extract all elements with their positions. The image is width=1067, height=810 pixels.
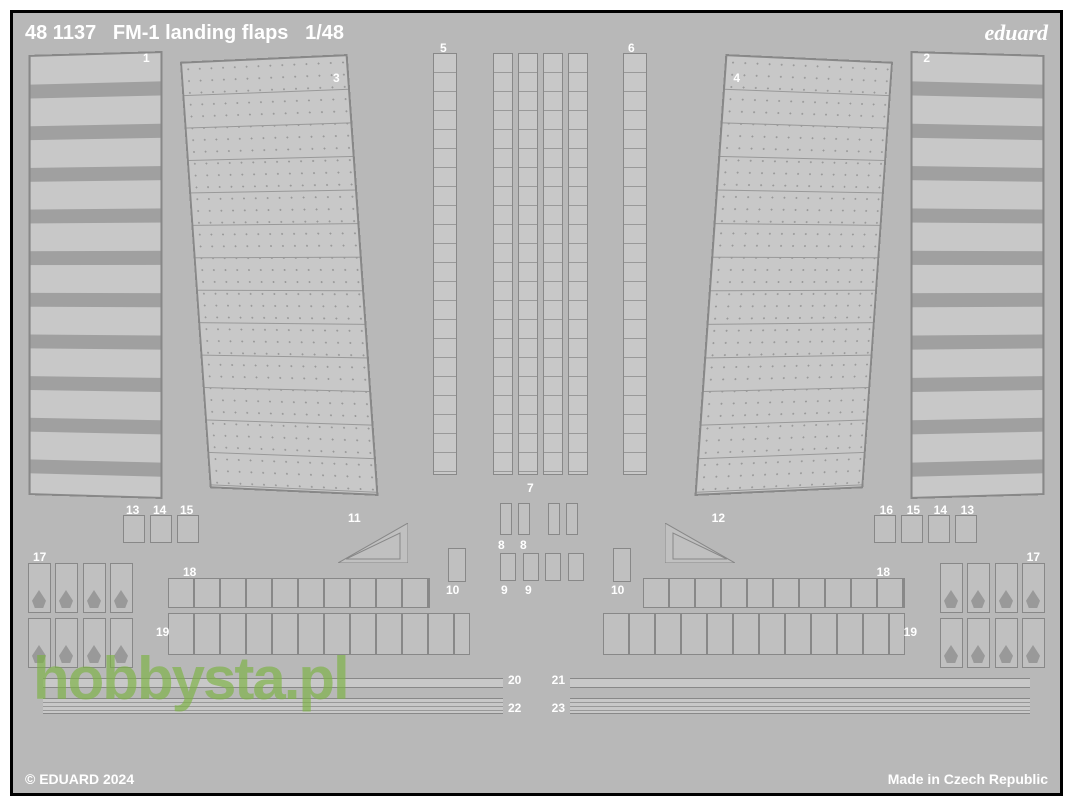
etch-frame: 48 1137 FM-1 landing flaps 1/48 eduard 1… (10, 10, 1063, 796)
label-19l: 19 (156, 625, 169, 639)
part-8a (500, 503, 512, 535)
label-15r: 15 (907, 503, 920, 517)
part-1 (29, 51, 163, 499)
product-name: FM-1 landing flaps (113, 22, 289, 44)
part-9a (500, 553, 516, 581)
label-21: 21 (552, 673, 565, 687)
label-15l: 15 (180, 503, 193, 517)
label-2: 2 (923, 51, 930, 65)
label-4: 4 (733, 71, 740, 85)
watermark: hobbysta.pl (33, 644, 348, 713)
part-15l (177, 515, 199, 543)
part-4 (695, 54, 893, 496)
part-14l (150, 515, 172, 543)
part-18r (643, 578, 905, 608)
label-22: 22 (508, 701, 521, 715)
scale: 1/48 (305, 22, 344, 44)
label-13l: 13 (126, 503, 139, 517)
part-7a (518, 53, 538, 475)
part-14r (928, 515, 950, 543)
label-17l: 17 (33, 550, 46, 564)
label-13r: 13 (961, 503, 974, 517)
origin: Made in Czech Republic (888, 771, 1048, 787)
label-3: 3 (333, 71, 340, 85)
part-6 (623, 53, 647, 475)
part-17r-d (995, 618, 1045, 668)
part-8d (566, 503, 578, 535)
label-17r: 17 (1027, 550, 1040, 564)
part-10b (613, 548, 631, 582)
part-16r (874, 515, 896, 543)
part-17l-b (83, 563, 133, 613)
label-14l: 14 (153, 503, 166, 517)
part-center-b (568, 53, 588, 475)
label-10b: 10 (611, 583, 624, 597)
copyright: © EDUARD 2024 (25, 771, 134, 787)
part-7b (543, 53, 563, 475)
label-14r: 14 (934, 503, 947, 517)
part-10a (448, 548, 466, 582)
part-19r (603, 613, 905, 655)
label-16r: 16 (880, 503, 893, 517)
footer: © EDUARD 2024 Made in Czech Republic (25, 771, 1048, 787)
header-title: 48 1137 FM-1 landing flaps 1/48 (25, 22, 344, 45)
part-8b (518, 503, 530, 535)
label-12: 12 (712, 511, 725, 525)
label-8a: 8 (498, 538, 505, 552)
part-17r-c (940, 618, 990, 668)
label-8b: 8 (520, 538, 527, 552)
label-23: 23 (552, 701, 565, 715)
brand-logo: eduard (984, 20, 1048, 46)
product-code: 48 1137 (25, 22, 96, 44)
part-9c (545, 553, 561, 581)
part-23 (570, 698, 1030, 714)
label-6: 6 (628, 41, 635, 55)
label-20: 20 (508, 673, 521, 687)
label-19r: 19 (904, 625, 917, 639)
header: 48 1137 FM-1 landing flaps 1/48 eduard (25, 19, 1048, 47)
label-11: 11 (348, 511, 361, 525)
label-7: 7 (527, 481, 534, 495)
part-9d (568, 553, 584, 581)
part-17r-b (995, 563, 1045, 613)
part-11 (338, 523, 408, 563)
part-15r (901, 515, 923, 543)
part-12 (665, 523, 735, 563)
label-9a: 9 (501, 583, 508, 597)
label-18r: 18 (877, 565, 890, 579)
label-5: 5 (440, 41, 447, 55)
label-18l: 18 (183, 565, 196, 579)
part-13r (955, 515, 977, 543)
part-center-a (493, 53, 513, 475)
part-21 (570, 678, 1030, 688)
part-5 (433, 53, 457, 475)
part-9b (523, 553, 539, 581)
label-9b: 9 (525, 583, 532, 597)
label-10a: 10 (446, 583, 459, 597)
label-1: 1 (143, 51, 150, 65)
part-8c (548, 503, 560, 535)
part-2 (911, 51, 1045, 499)
part-18l (168, 578, 430, 608)
part-17r-a (940, 563, 990, 613)
part-13l (123, 515, 145, 543)
part-17l-a (28, 563, 78, 613)
part-3 (180, 54, 378, 496)
